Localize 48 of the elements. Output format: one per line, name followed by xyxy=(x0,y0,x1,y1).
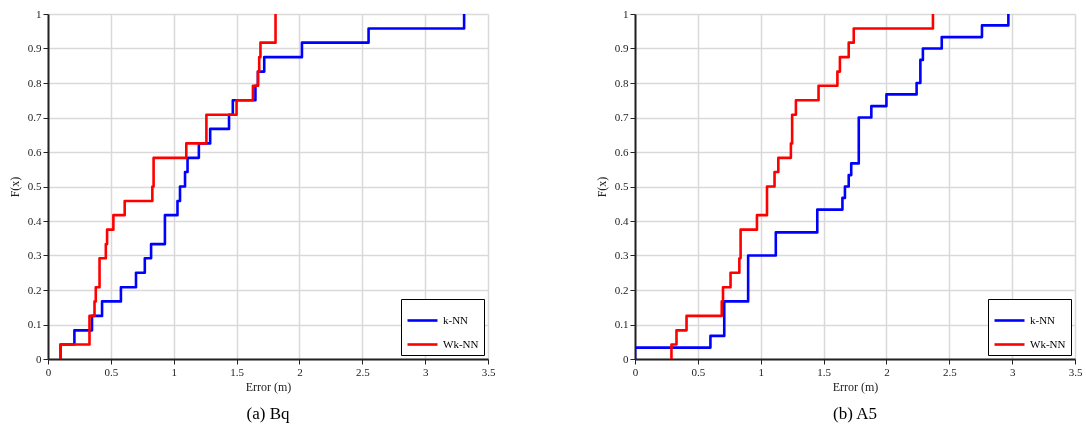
y-tick-label: 0.1 xyxy=(27,318,42,330)
y-tick-label: 0.2 xyxy=(27,283,42,296)
x-tick-label: 1.5 xyxy=(230,365,245,378)
y-tick-label: 0.3 xyxy=(27,249,42,261)
legend-label: Wk-NN xyxy=(443,337,479,350)
text: (a) Bq xyxy=(246,404,290,423)
y-tick-label: 0.3 xyxy=(614,249,629,261)
x-tick-label: 3.5 xyxy=(1068,365,1083,378)
x-tick-label: 1 xyxy=(171,365,177,378)
y-tick-label: 0.6 xyxy=(27,145,42,158)
y-tick-label: 0 xyxy=(36,352,42,365)
y-tick-label: 0.1 xyxy=(614,318,629,330)
y-tick-label: 0 xyxy=(623,352,629,365)
x-tick-label: 3 xyxy=(422,365,429,378)
text: (b) A5 xyxy=(833,404,877,423)
x-tick-label: 1 xyxy=(758,365,764,378)
y-tick-label: 0.7 xyxy=(614,111,629,123)
x-tick-label: 2.5 xyxy=(355,365,371,378)
x-tick-label: 0 xyxy=(45,365,52,378)
y-tick-label: 0.9 xyxy=(614,42,629,54)
x-tick-label: 3.5 xyxy=(481,365,496,378)
legend-label: k-NN xyxy=(1030,313,1056,326)
y-tick-label: 0.6 xyxy=(614,145,629,158)
y-tick-label: 0.5 xyxy=(614,180,629,192)
x-tick-label: 0.5 xyxy=(104,365,119,378)
y-tick-label: 0.5 xyxy=(27,180,42,192)
x-tick-label: 0.5 xyxy=(691,365,706,378)
y-axis-title: F(x) xyxy=(594,176,609,198)
legend-label: Wk-NN xyxy=(1030,337,1066,350)
y-tick-label: 0.4 xyxy=(27,214,42,227)
legend-label: k-NN xyxy=(443,313,469,326)
x-tick-label: 1.5 xyxy=(817,365,832,378)
x-axis-title: Error (m) xyxy=(245,379,292,394)
x-tick-label: 2 xyxy=(884,365,890,378)
y-tick-label: 0.8 xyxy=(614,76,629,89)
y-tick-label: 0.8 xyxy=(27,76,42,89)
x-tick-label: 3 xyxy=(1009,365,1016,378)
x-tick-label: 2 xyxy=(297,365,303,378)
y-tick-label: 0.4 xyxy=(614,214,629,227)
y-tick-label: 0.7 xyxy=(27,111,42,123)
x-tick-label: 2.5 xyxy=(942,365,958,378)
y-tick-label: 0.2 xyxy=(614,283,629,296)
y-tick-label: 0.9 xyxy=(27,42,42,54)
x-tick-label: 0 xyxy=(632,365,639,378)
x-axis-title: Error (m) xyxy=(832,379,879,394)
y-axis-title: F(x) xyxy=(7,176,22,198)
y-tick-label: 1 xyxy=(36,7,42,20)
y-tick-label: 1 xyxy=(623,7,629,20)
